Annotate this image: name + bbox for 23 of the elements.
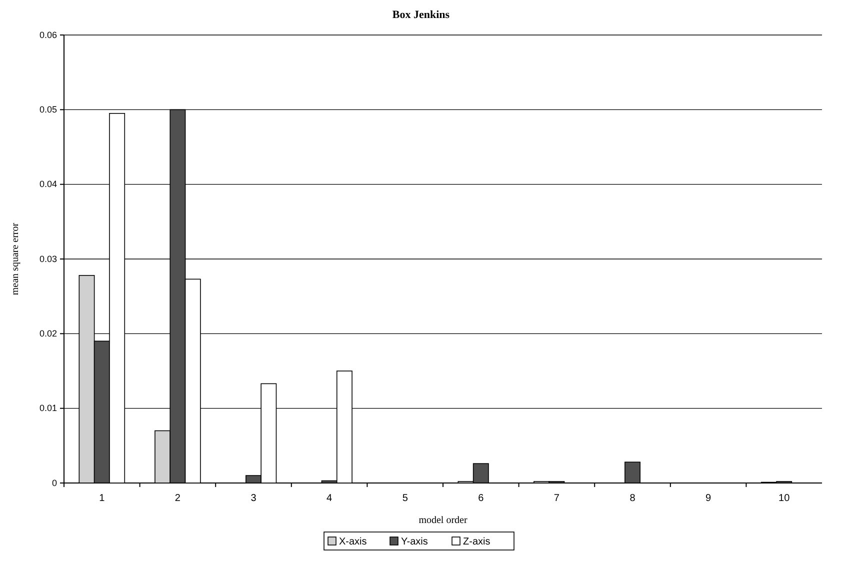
y-tick-label: 0.05 bbox=[39, 104, 57, 115]
chart-title: Box Jenkins bbox=[392, 9, 450, 21]
x-tick-label: 7 bbox=[554, 493, 560, 504]
y-tick-label: 0.04 bbox=[39, 179, 57, 190]
y-tick-label: 0.02 bbox=[39, 328, 57, 339]
x-axis-title: model order bbox=[418, 515, 468, 526]
legend-label: Z-axis bbox=[463, 536, 490, 548]
x-tick-label: 8 bbox=[630, 493, 636, 504]
x-tick-label: 2 bbox=[174, 493, 181, 504]
y-tick-label: 0.03 bbox=[39, 254, 57, 264]
x-tick-label: 10 bbox=[778, 493, 790, 504]
y-tick-label: 0.06 bbox=[39, 30, 57, 40]
y-axis-title: mean square error bbox=[10, 222, 21, 296]
legend-label: X-axis bbox=[339, 536, 367, 548]
x-tick-label: 1 bbox=[99, 493, 106, 504]
y-tick-label: 0 bbox=[52, 478, 57, 488]
x-tick-label: 5 bbox=[402, 493, 408, 504]
y-tick-label: 0.01 bbox=[39, 403, 57, 414]
x-tick-label: 9 bbox=[706, 493, 712, 504]
legend-label: Y-axis bbox=[401, 536, 428, 548]
x-tick-label: 6 bbox=[478, 493, 484, 504]
x-tick-label: 4 bbox=[326, 493, 333, 504]
x-tick-label: 3 bbox=[250, 493, 257, 504]
